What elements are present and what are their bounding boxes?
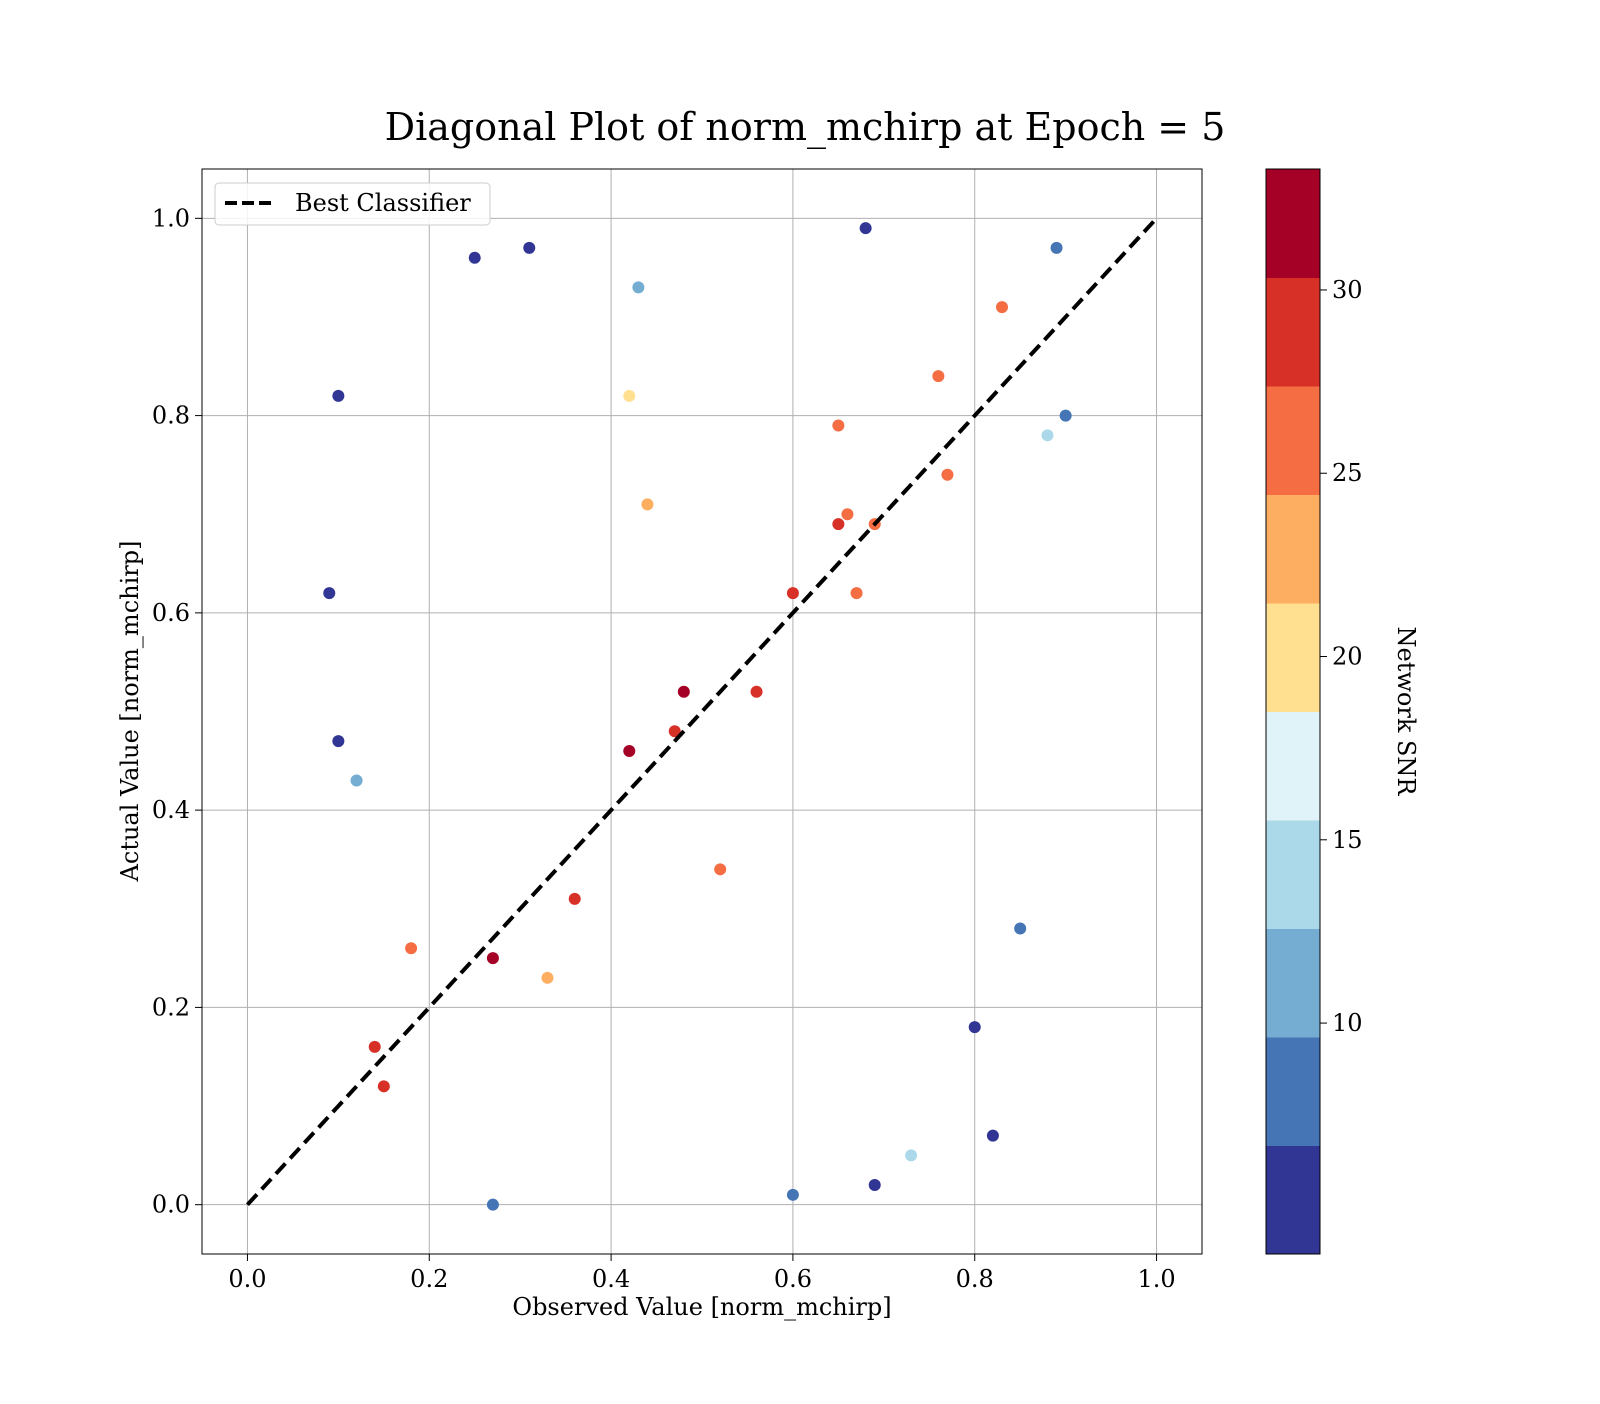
scatter-point	[405, 942, 418, 955]
colorbar-tick-label: 10	[1332, 1009, 1363, 1037]
scatter-points	[323, 222, 1072, 1211]
scatter-point	[786, 1188, 799, 1201]
scatter-point	[323, 587, 336, 600]
x-ticks: 0.0 0.2 0.4 0.6 0.8 1.0	[228, 1254, 1176, 1293]
colorbar-segment	[1266, 1037, 1320, 1146]
colorbar-tick-label: 25	[1332, 459, 1363, 487]
scatter-point	[368, 1040, 381, 1053]
colorbar-segment	[1266, 277, 1320, 387]
colorbar-segment	[1266, 386, 1320, 495]
x-tick-label: 0.0	[228, 1265, 266, 1293]
scatter-point	[941, 468, 954, 481]
colorbar-segment	[1266, 494, 1320, 604]
grid-lines	[202, 169, 1202, 1254]
colorbar-segment	[1266, 711, 1320, 821]
scatter-point	[1050, 241, 1063, 254]
scatter-point	[623, 744, 636, 757]
x-tick-label: 0.2	[410, 1265, 448, 1293]
y-tick-label: 0.2	[152, 993, 190, 1021]
x-tick-label: 0.4	[592, 1265, 630, 1293]
y-tick-label: 0.4	[152, 796, 190, 824]
scatter-point	[541, 971, 554, 984]
x-tick-label: 0.6	[774, 1265, 812, 1293]
colorbar-segment	[1266, 1145, 1320, 1255]
legend-box	[214, 182, 491, 226]
best-classifier-line	[245, 216, 1159, 1207]
x-axis-label: Observed Value [norm_mchirp]	[512, 1293, 891, 1321]
y-ticks: 0.0 0.2 0.4 0.6 0.8 1.0	[152, 204, 202, 1219]
scatter-point	[377, 1080, 390, 1093]
plot-frame	[201, 168, 1203, 1255]
colorbar-tick-label: 20	[1332, 643, 1363, 671]
colorbar-segment	[1266, 820, 1320, 929]
colorbar-tick-label: 30	[1332, 276, 1363, 304]
colorbar-label: Network SNR	[1392, 627, 1420, 797]
scatter-point	[996, 301, 1008, 314]
legend-label-best-classifier: Best Classifier	[295, 189, 471, 217]
colorbar-segment	[1266, 603, 1320, 712]
y-tick-label: 1.0	[152, 204, 190, 232]
x-tick-label: 1.0	[1137, 1265, 1175, 1293]
scatter-point	[841, 508, 854, 521]
scatter-point	[850, 587, 863, 600]
y-tick-label: 0.0	[152, 1191, 190, 1219]
colorbar-ticks: 10 15 20 25 30	[1320, 276, 1363, 1037]
scatter-point	[859, 222, 872, 235]
best-classifier-line-group	[245, 216, 1159, 1207]
scatter-point	[1014, 922, 1027, 935]
scatter-point	[786, 587, 799, 600]
scatter-point	[468, 251, 481, 264]
legend: Best Classifier	[214, 182, 491, 226]
scatter-point	[486, 1198, 499, 1211]
scatter-point	[832, 419, 845, 432]
y-tick-label: 0.8	[152, 402, 190, 430]
scatter-point	[332, 735, 345, 748]
colorbar-segment	[1266, 928, 1320, 1038]
scatter-point	[332, 389, 345, 402]
scatter-point	[832, 518, 845, 531]
scatter-point	[986, 1129, 999, 1142]
scatter-point	[523, 241, 536, 254]
chart-title: Diagonal Plot of norm_mchirp at Epoch = …	[385, 105, 1226, 150]
scatter-point	[641, 498, 654, 511]
x-tick-label: 0.8	[956, 1265, 994, 1293]
scatter-point	[905, 1149, 918, 1162]
scatter-point	[968, 1021, 981, 1034]
scatter-point	[750, 685, 763, 698]
scatter-point	[568, 892, 581, 905]
colorbar-frame	[1265, 168, 1321, 1255]
colorbar-segment	[1266, 169, 1320, 278]
scatter-point	[632, 281, 645, 294]
scatter-point	[714, 863, 727, 876]
colorbar	[1266, 169, 1320, 1255]
y-tick-label: 0.6	[152, 599, 190, 627]
colorbar-tick-label: 15	[1332, 826, 1363, 854]
scatter-point	[868, 1178, 881, 1191]
scatter-point	[668, 725, 681, 738]
scatter-point	[623, 389, 636, 402]
scatter-point	[677, 685, 690, 698]
scatter-point	[932, 370, 945, 383]
scatter-point	[486, 952, 499, 965]
scatter-point	[350, 774, 363, 787]
scatter-point	[1041, 429, 1054, 442]
y-axis-label: Actual Value [norm_mchirp]	[116, 541, 144, 883]
scatter-point	[1059, 409, 1072, 422]
